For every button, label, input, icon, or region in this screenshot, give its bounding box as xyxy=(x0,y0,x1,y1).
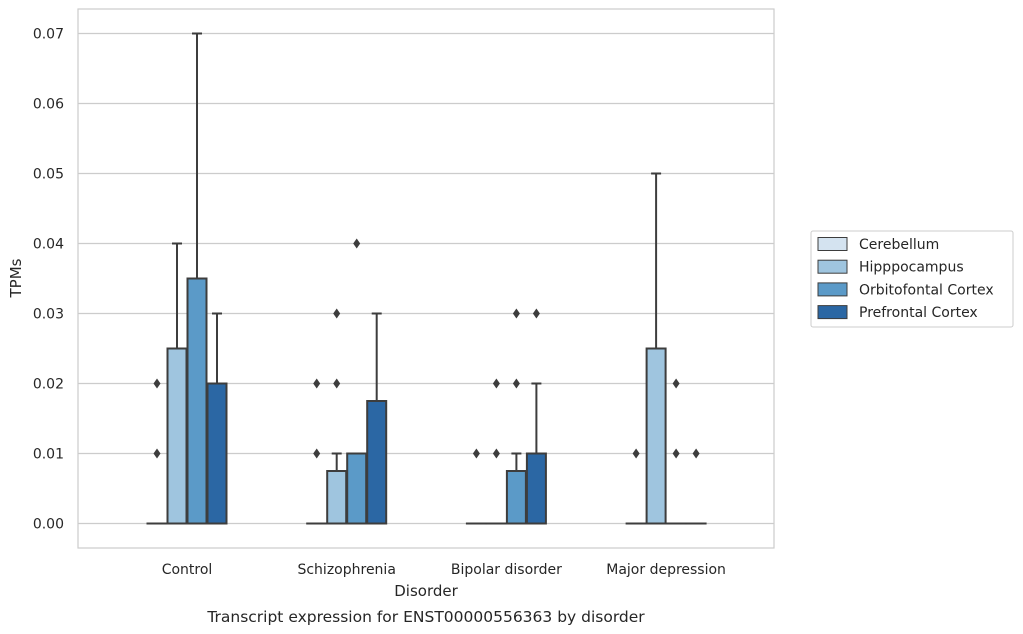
legend-label: Hipppocampus xyxy=(859,260,964,276)
outlier-point xyxy=(692,448,700,459)
outlier-point xyxy=(472,448,480,459)
outlier-point xyxy=(153,448,161,459)
legend-label: Orbitofontal Cortex xyxy=(859,282,994,298)
x-tick-label: Schizophrenia xyxy=(297,562,395,578)
box-hipppocampus xyxy=(326,308,348,525)
box-cerebellum xyxy=(625,448,647,525)
y-tick-label: 0.00 xyxy=(33,517,64,533)
outlier-point xyxy=(353,238,361,249)
box-hipppocampus xyxy=(166,242,188,525)
x-axis-label: Disorder xyxy=(394,582,458,600)
box-hipppocampus xyxy=(645,172,667,525)
y-tick-label: 0.04 xyxy=(33,237,64,253)
outlier-point xyxy=(672,378,680,389)
box-body xyxy=(186,277,208,525)
y-tick-label: 0.03 xyxy=(33,307,64,323)
x-tick-labels: Control Schizophrenia Bipolar disorder Majo… xyxy=(162,562,726,578)
outlier-point xyxy=(153,378,161,389)
outlier-point xyxy=(333,378,341,389)
box-orbitofontal-cortex xyxy=(346,238,368,525)
outlier-point xyxy=(512,308,520,319)
y-tick-label: 0.05 xyxy=(33,167,64,183)
y-tick-label: 0.06 xyxy=(33,97,64,113)
y-tick-label: 0.07 xyxy=(33,27,64,43)
box-cerebellum xyxy=(306,378,328,525)
legend-swatch xyxy=(817,259,848,274)
box-cerebellum xyxy=(465,448,487,525)
y-tick-labels: 0.00 0.01 0.02 0.03 0.04 0.05 0.06 0.07 xyxy=(33,27,64,533)
box-prefrontal-cortex xyxy=(366,312,388,525)
outlier-point xyxy=(313,378,321,389)
y-axis-label: TPMs xyxy=(7,258,25,298)
outlier-point xyxy=(512,378,520,389)
box-body xyxy=(645,347,667,525)
legend-swatch xyxy=(817,237,848,251)
box-body xyxy=(525,452,547,525)
box-body xyxy=(346,452,368,525)
outlier-point xyxy=(672,448,680,459)
legend-swatch xyxy=(817,282,848,297)
box-orbitofontal-cortex xyxy=(505,308,527,525)
box-body xyxy=(326,470,348,525)
outlier-point xyxy=(333,308,341,319)
box-hipppocampus xyxy=(485,378,507,525)
box-prefrontal-cortex xyxy=(525,308,547,525)
box-prefrontal-cortex xyxy=(206,312,228,525)
x-tick-label: Bipolar disorder xyxy=(451,562,562,578)
x-tick-label: Control xyxy=(162,562,213,578)
box-body xyxy=(206,382,228,525)
outlier-point xyxy=(492,448,500,459)
outlier-point xyxy=(632,448,640,459)
y-tick-label: 0.02 xyxy=(33,377,64,393)
boxes xyxy=(146,32,707,525)
box-prefrontal-cortex xyxy=(685,448,707,525)
outlier-point xyxy=(492,378,500,389)
box-body xyxy=(505,470,527,525)
plot-frame xyxy=(77,8,775,549)
box-body xyxy=(366,400,388,525)
legend: Cerebellum Hipppocampus Orbitofontal Corte… xyxy=(810,230,1014,328)
box-cerebellum xyxy=(146,378,168,525)
outlier-point xyxy=(313,448,321,459)
outlier-point xyxy=(532,308,540,319)
chart-caption: Transcript expression for ENST0000055636… xyxy=(206,608,645,626)
legend-label: Prefrontal Cortex xyxy=(859,305,978,321)
y-tick-label: 0.01 xyxy=(33,447,64,463)
box-body xyxy=(166,347,188,525)
x-tick-label: Major depression xyxy=(606,562,726,578)
legend-frame xyxy=(810,230,1014,328)
box-orbitofontal-cortex xyxy=(665,378,687,525)
box-orbitofontal-cortex xyxy=(186,32,208,525)
legend-swatch xyxy=(817,305,848,320)
legend-label: Cerebellum xyxy=(859,237,939,253)
